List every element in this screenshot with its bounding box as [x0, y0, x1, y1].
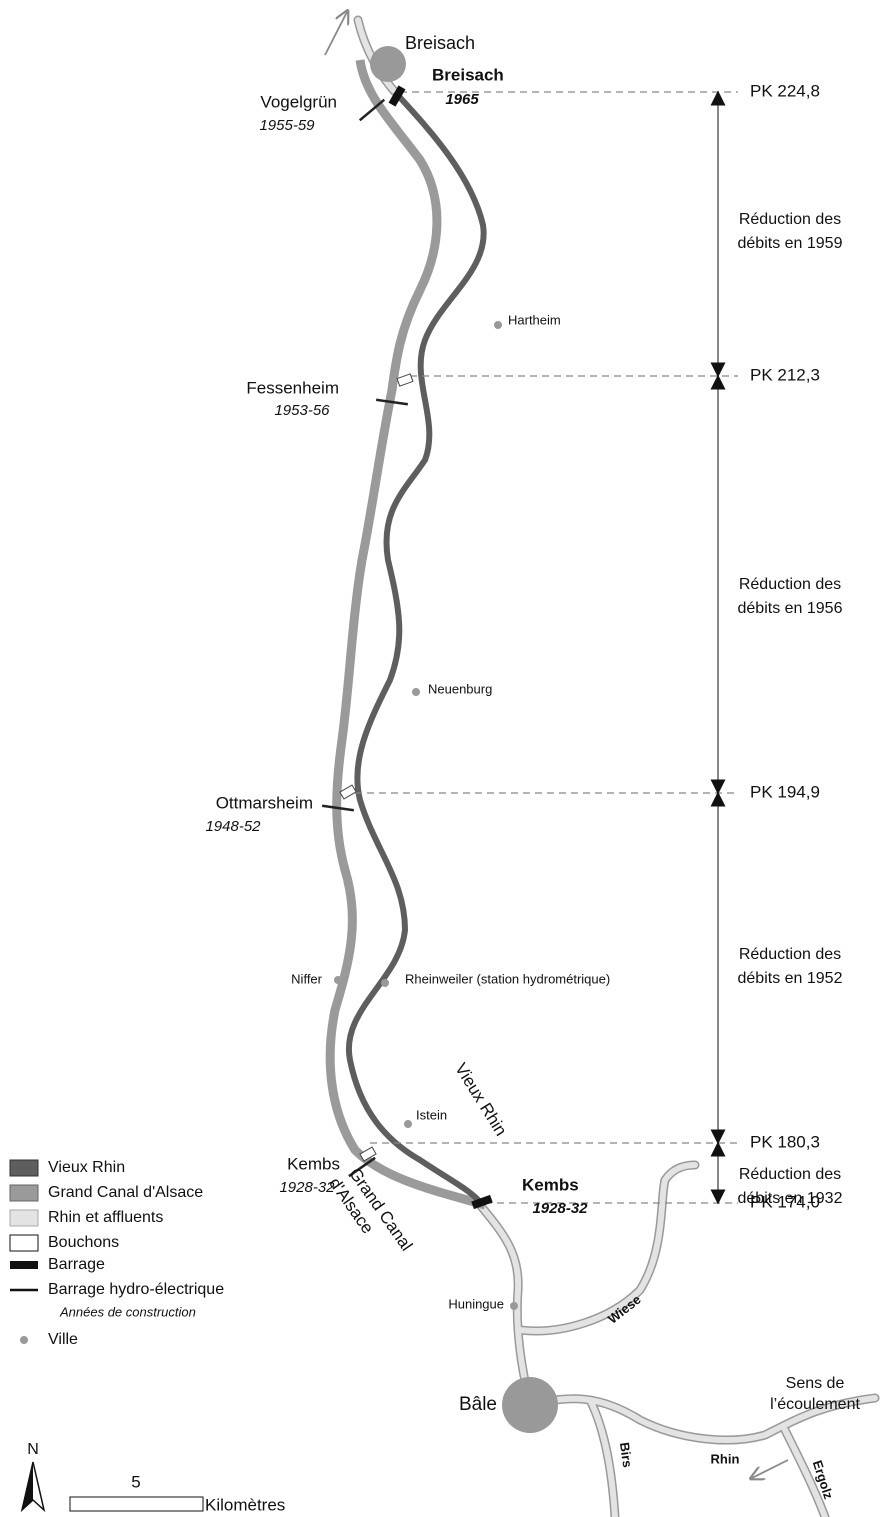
reduction-label: Réduction des [739, 211, 841, 228]
river-label: Rhin [711, 1451, 740, 1466]
dam-years: 1965 [445, 91, 479, 108]
city-label: Rheinweiler (station hydrométrique) [405, 971, 610, 986]
city-dot [404, 1120, 412, 1128]
reduction-label: Réduction des [739, 946, 841, 963]
north-label: N [27, 1441, 39, 1458]
scale-unit: Kilomètres [205, 1495, 285, 1514]
hydro-mark [321, 804, 355, 812]
flow-arrow [752, 1459, 789, 1478]
legend-label: Barrage hydro-électrique [48, 1281, 224, 1298]
legend-label: Rhin et affluents [48, 1209, 163, 1226]
flow-label: Sens de [786, 1375, 845, 1392]
dam-years: 1953-56 [274, 402, 330, 419]
pk-label: PK 212,3 [750, 365, 820, 384]
legend-note: Années de construction [59, 1304, 196, 1319]
scale-label: 5 [131, 1472, 140, 1491]
bouchon [339, 784, 357, 800]
legend-label: Barrage [48, 1256, 105, 1273]
city-dot [510, 1302, 518, 1310]
barrage-mark [471, 1194, 493, 1210]
reduction-label: Réduction des [739, 576, 841, 593]
legend-label: Ville [48, 1331, 78, 1348]
dam-label: Ottmarsheim [216, 793, 313, 812]
city-label: Neuenburg [428, 681, 492, 696]
city-dot [381, 979, 389, 987]
reduction-label: débits en 1952 [738, 970, 843, 987]
hydro-mark [358, 98, 386, 122]
pk-label: PK 174,0 [750, 1192, 820, 1211]
dam-label: Vogelgrün [260, 92, 337, 111]
dam-years: 1948-52 [205, 818, 261, 835]
cut-lines [355, 91, 738, 1204]
reduction-label: débits en 1956 [738, 600, 843, 617]
scale-bar [69, 1496, 204, 1512]
flow-label: l’écoulement [770, 1396, 860, 1413]
city-dot [334, 976, 342, 984]
city-dot [370, 46, 406, 82]
city-label: Breisach [405, 33, 475, 53]
river-label: Vieux Rhin [451, 1060, 511, 1140]
city-label: Hartheim [508, 312, 561, 327]
pk-label: PK 224,8 [750, 81, 820, 100]
city-dot [494, 321, 502, 329]
city-label: Bâle [459, 1394, 497, 1415]
pk-label: PK 180,3 [750, 1132, 820, 1151]
reduction-label: Réduction des [739, 1166, 841, 1183]
river-label: Birs [617, 1441, 635, 1468]
dam-label: Kembs [522, 1175, 579, 1194]
river-label: Wiese [605, 1292, 644, 1327]
legend-label: Bouchons [48, 1234, 119, 1251]
flow-arrow [324, 12, 347, 56]
bouchon [396, 373, 414, 387]
dam-years: 1928-32 [532, 1200, 588, 1217]
dam-years: 1928-32 [279, 1179, 335, 1196]
hydro-mark [348, 1156, 376, 1178]
north-arrow-half [22, 1462, 33, 1510]
grand-canal [325, 59, 487, 1210]
barrage-mark [388, 85, 406, 107]
dam-label: Kembs [287, 1154, 340, 1173]
legend-swatches [9, 1159, 39, 1344]
legend-label: Grand Canal d'Alsace [48, 1184, 203, 1201]
city-dot [412, 688, 420, 696]
city-dot [502, 1377, 558, 1433]
dam-label: Breisach [432, 65, 504, 84]
reduction-label: débits en 1959 [738, 235, 843, 252]
dam-years: 1955-59 [259, 117, 315, 134]
city-label: Huningue [448, 1296, 504, 1311]
bouchon [359, 1146, 377, 1162]
city-label: Istein [416, 1107, 447, 1122]
hydro-mark [375, 398, 409, 406]
vieux-rhin [345, 90, 487, 1205]
dam-label: Fessenheim [246, 378, 339, 397]
reduction-label: débits en 1932 [738, 1190, 843, 1207]
legend-label: Vieux Rhin [48, 1159, 125, 1176]
city-label: Niffer [291, 971, 322, 986]
pk-label: PK 194,9 [750, 782, 820, 801]
